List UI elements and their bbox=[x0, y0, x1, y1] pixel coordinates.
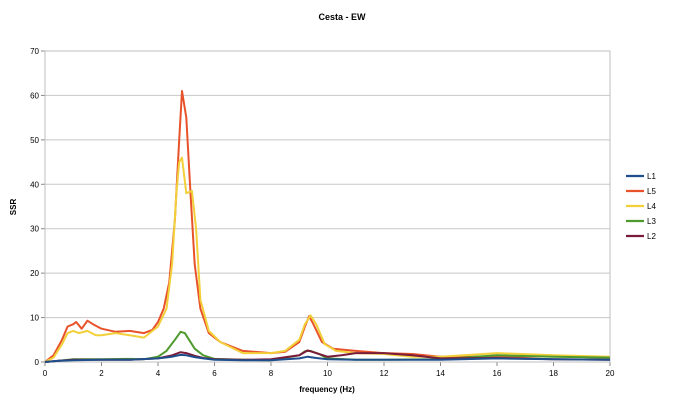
series-line-l4 bbox=[44, 156, 611, 363]
x-tick-label: 14 bbox=[436, 369, 445, 378]
series-line-l5 bbox=[44, 90, 611, 363]
y-tick-label: 50 bbox=[30, 136, 39, 145]
y-axis-label: SSR bbox=[9, 199, 18, 216]
x-tick-label: 10 bbox=[323, 369, 332, 378]
legend-label-l1: L1 bbox=[647, 172, 656, 181]
x-tick-label: 16 bbox=[493, 369, 502, 378]
y-tick-label: 20 bbox=[30, 269, 39, 278]
x-tick-label: 12 bbox=[380, 369, 389, 378]
legend-label-l2: L2 bbox=[647, 232, 656, 241]
y-tick-label: 60 bbox=[30, 91, 39, 100]
legend-label-l3: L3 bbox=[647, 217, 656, 226]
x-tick-label: 18 bbox=[549, 369, 558, 378]
x-tick-label: 0 bbox=[43, 369, 48, 378]
plot-area bbox=[44, 50, 611, 363]
x-tick-label: 20 bbox=[606, 369, 615, 378]
gridlines bbox=[45, 50, 610, 363]
legend-label-l4: L4 bbox=[647, 202, 656, 211]
y-axis-ticks: 0 10 20 30 40 50 60 70 bbox=[30, 47, 45, 367]
series-lines bbox=[44, 90, 611, 363]
x-axis-ticks: 0 2 4 6 8 10 12 14 16 18 20 bbox=[43, 362, 615, 378]
x-tick-label: 2 bbox=[99, 369, 104, 378]
y-tick-label: 40 bbox=[30, 180, 39, 189]
series-line-l1 bbox=[44, 353, 611, 363]
y-tick-label: 70 bbox=[30, 47, 39, 56]
y-tick-label: 10 bbox=[30, 314, 39, 323]
y-tick-label: 0 bbox=[35, 358, 40, 367]
x-tick-label: 8 bbox=[269, 369, 274, 378]
x-tick-label: 6 bbox=[212, 369, 217, 378]
y-tick-label: 30 bbox=[30, 225, 39, 234]
legend-label-l5: L5 bbox=[647, 187, 656, 196]
chart-title: Cesta - EW bbox=[318, 12, 366, 22]
x-axis-label: frequency (Hz) bbox=[299, 385, 355, 394]
x-tick-label: 4 bbox=[156, 369, 161, 378]
legend: L1 L5 L4 L3 L2 bbox=[626, 172, 656, 241]
